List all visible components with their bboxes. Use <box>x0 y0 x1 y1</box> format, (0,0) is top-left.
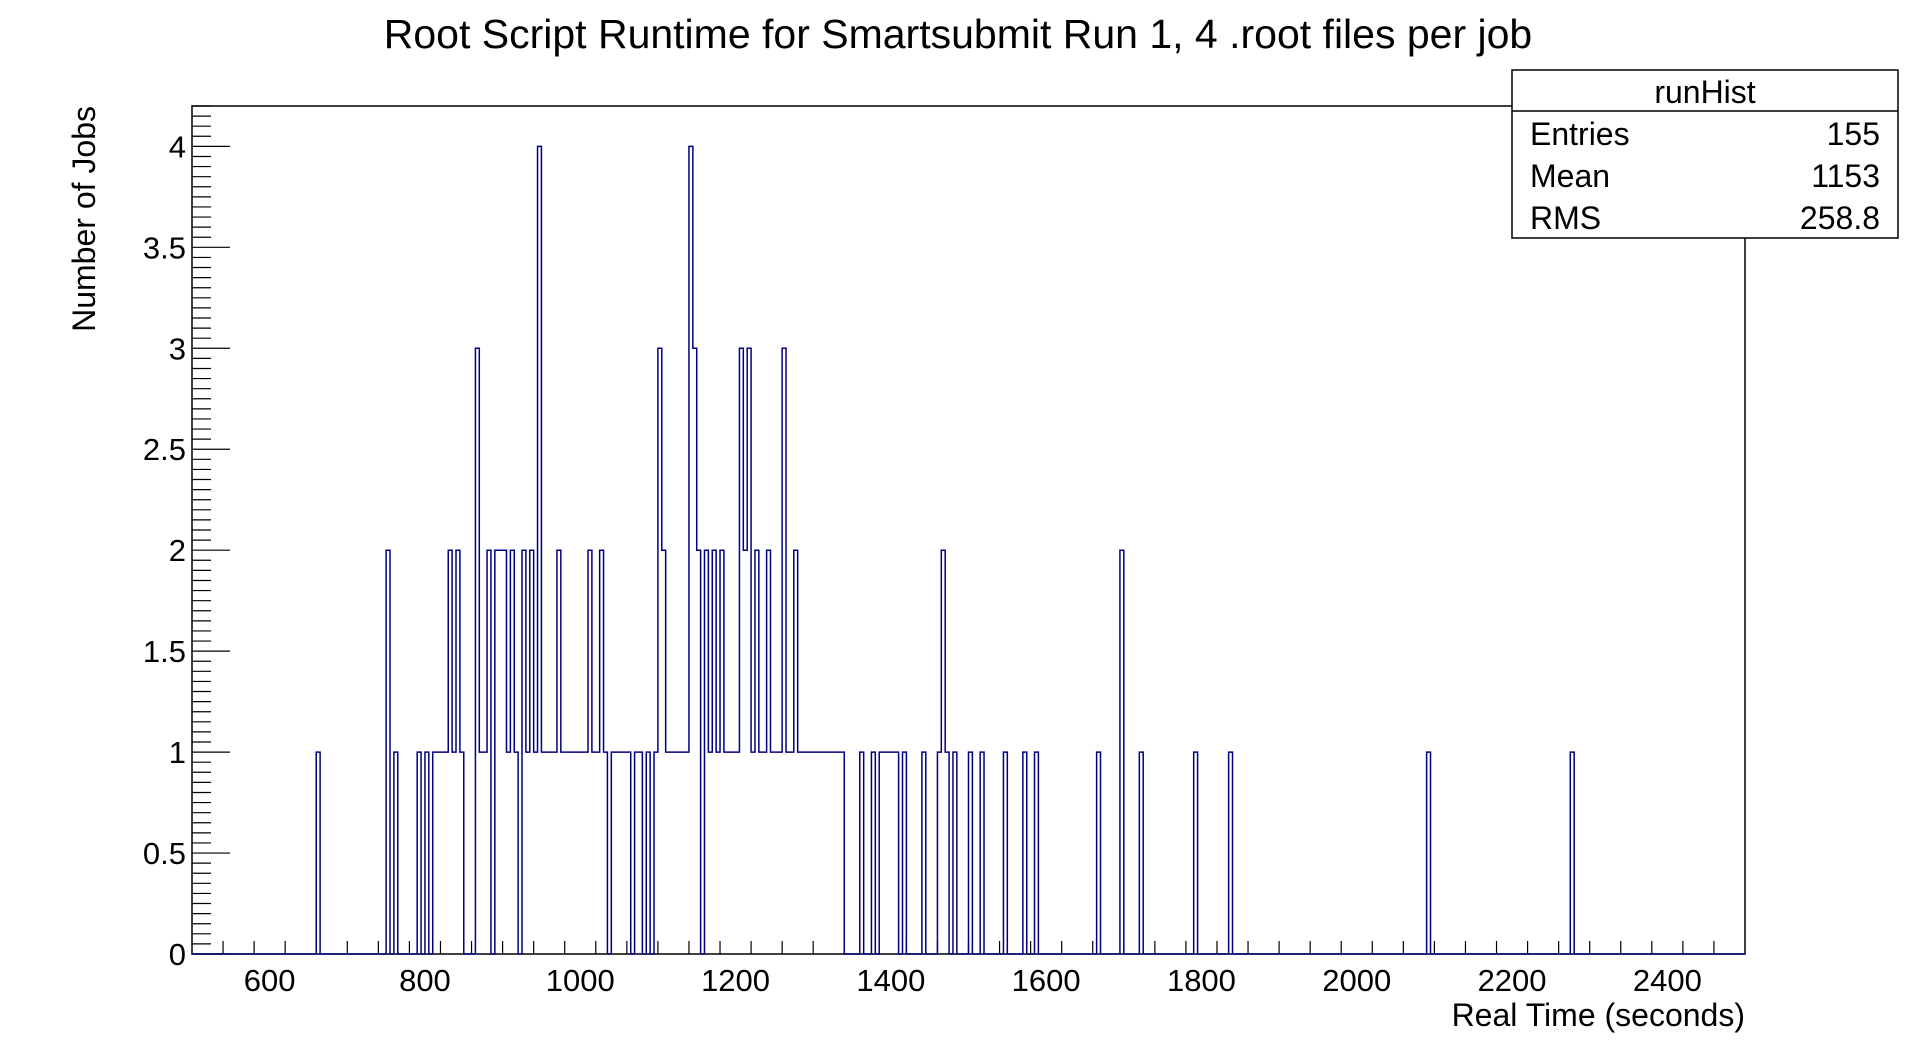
histogram-bin <box>786 752 790 954</box>
histogram-bin <box>561 752 565 954</box>
stats-rms-label: RMS <box>1530 200 1601 236</box>
histogram-bin <box>580 752 584 954</box>
histogram-bin <box>584 752 588 954</box>
histogram-bin <box>670 752 674 954</box>
x-tick-label: 600 <box>244 963 296 998</box>
histogram-bin <box>549 752 553 954</box>
histogram-bin <box>623 752 627 954</box>
histogram-bin <box>728 752 732 954</box>
histogram-bin <box>541 752 545 954</box>
histogram-bin <box>499 550 503 954</box>
histogram-bin <box>809 752 813 954</box>
x-tick-label: 2400 <box>1633 963 1702 998</box>
stats-entries-label: Entries <box>1530 116 1630 152</box>
y-tick-label: 0 <box>169 937 186 972</box>
histogram-bin <box>790 752 794 954</box>
histogram-bin <box>774 752 778 954</box>
y-tick-label: 3.5 <box>143 230 186 265</box>
y-tick-label: 1.5 <box>143 634 186 669</box>
histogram-bin <box>759 752 763 954</box>
histogram-bin <box>596 752 600 954</box>
y-tick-label: 1 <box>169 735 186 770</box>
histogram-outline <box>192 145 1745 955</box>
histogram-bin <box>770 752 774 954</box>
stats-entries-value: 155 <box>1827 116 1880 152</box>
y-tick-label: 4 <box>169 129 186 164</box>
histogram-bin <box>483 752 487 954</box>
stats-mean-value: 1153 <box>1811 158 1880 194</box>
histogram-bin <box>619 752 623 954</box>
y-tick-label: 2 <box>169 533 186 568</box>
y-axis-title: Number of Jobs <box>66 106 102 332</box>
y-axis: 0 0.5 1 1.5 2 2.5 3 3.5 4 <box>143 105 230 972</box>
histogram-bin <box>836 752 840 954</box>
histogram-bin <box>708 752 712 954</box>
histogram-bin <box>673 752 677 954</box>
histogram-bin <box>724 752 728 954</box>
histogram-bin <box>805 752 809 954</box>
histogram-bin <box>817 752 821 954</box>
x-tick-label: 2000 <box>1322 963 1391 998</box>
chart-title: Root Script Runtime for Smartsubmit Run … <box>384 11 1532 57</box>
histogram-bin <box>677 752 681 954</box>
stats-box-frame <box>1511 69 1899 239</box>
histogram-bin <box>534 752 538 954</box>
stats-rms-value: 258.8 <box>1800 200 1880 236</box>
stats-box: runHist Entries 155 Mean 1153 RMS 258.8 <box>1511 69 1899 239</box>
histogram-bin <box>615 752 619 954</box>
histogram-bin <box>545 752 549 954</box>
histogram-bin <box>452 752 456 954</box>
histogram-bin <box>576 752 580 954</box>
histogram-bin <box>506 752 510 954</box>
histogram-bin <box>553 752 557 954</box>
histogram-bin <box>763 752 767 954</box>
histogram-bin <box>666 752 670 954</box>
y-tick-label: 3 <box>169 331 186 366</box>
x-tick-label: 1400 <box>856 963 925 998</box>
x-axis-title: Real Time (seconds) <box>1452 997 1745 1033</box>
histogram-bin <box>751 752 755 954</box>
histogram-bin <box>778 752 782 954</box>
histogram-bin <box>716 752 720 954</box>
y-tick-label: 0.5 <box>143 836 186 871</box>
histogram-bin <box>833 752 837 954</box>
histogram-bin <box>829 752 833 954</box>
histogram-bin <box>813 752 817 954</box>
histogram-bin <box>883 752 887 954</box>
histogram-bin <box>891 752 895 954</box>
histogram-bin <box>444 752 448 954</box>
histogram-bin <box>736 752 740 954</box>
histogram-bin <box>802 752 806 954</box>
histogram-bin <box>569 752 573 954</box>
x-tick-label: 1600 <box>1012 963 1081 998</box>
histogram-bin <box>565 752 569 954</box>
histogram-bin <box>681 752 685 954</box>
histogram-bin <box>440 752 444 954</box>
histogram-bin <box>572 752 576 954</box>
y-tick-label: 2.5 <box>143 432 186 467</box>
x-axis: 600 800 1000 1200 1400 1600 1800 2000 2200 2400 <box>222 941 1715 998</box>
histogram-bin <box>592 752 596 954</box>
histogram-bin <box>825 752 829 954</box>
histogram-bin <box>821 752 825 954</box>
histogram-bin <box>887 752 891 954</box>
x-tick-label: 1000 <box>546 963 615 998</box>
histogram-bin <box>732 752 736 954</box>
histogram-bin <box>526 752 530 954</box>
x-tick-label: 1800 <box>1167 963 1236 998</box>
x-tick-label: 2200 <box>1478 963 1547 998</box>
histogram-bin <box>437 752 441 954</box>
histogram-bin <box>798 752 802 954</box>
histogram-bin <box>743 550 747 954</box>
stats-mean-label: Mean <box>1530 158 1610 194</box>
histogram-bin <box>479 752 483 954</box>
stats-box-title: runHist <box>1654 74 1755 110</box>
histogram-bin <box>685 752 689 954</box>
x-tick-label: 1200 <box>701 963 770 998</box>
x-tick-label: 800 <box>399 963 451 998</box>
